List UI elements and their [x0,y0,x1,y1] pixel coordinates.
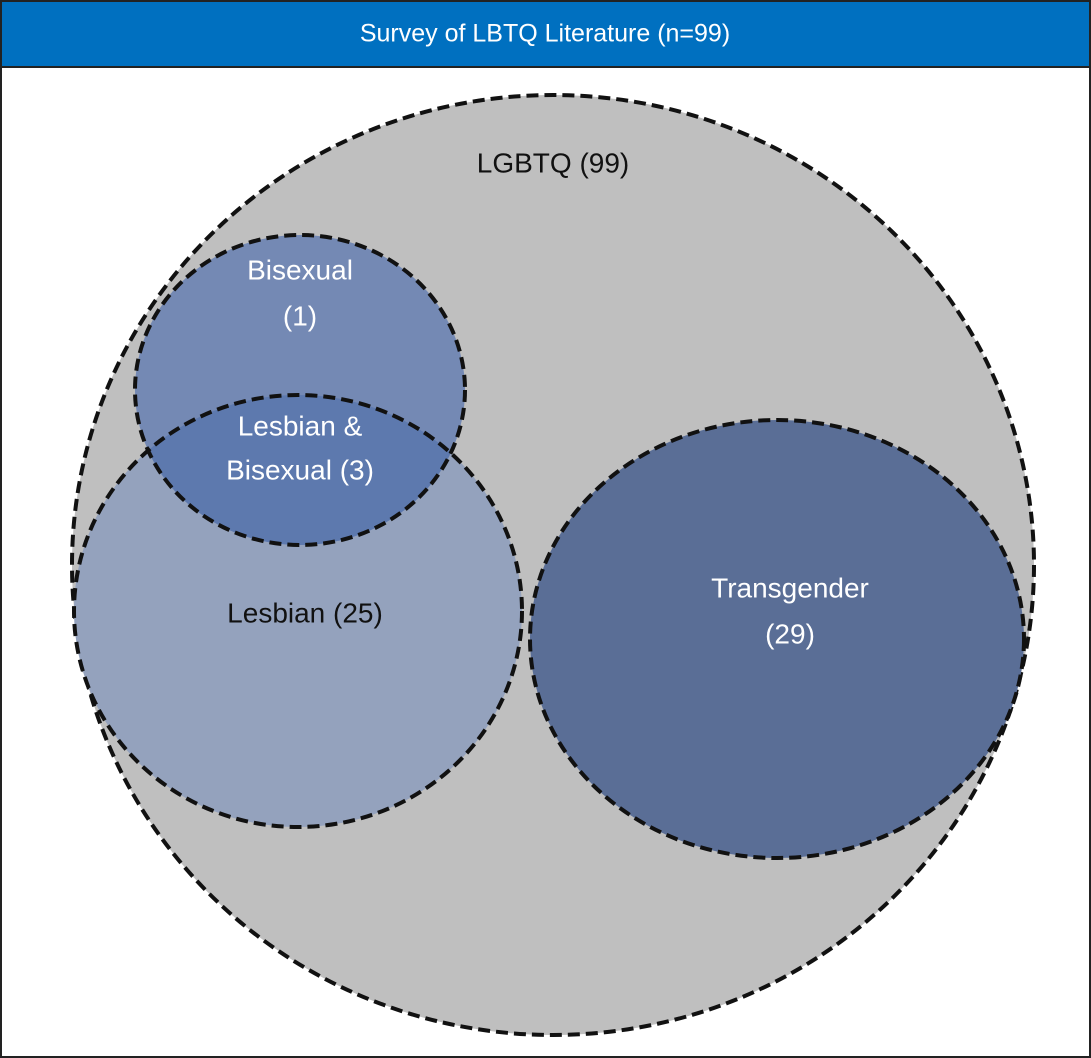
label: Bisexual (3) [226,454,374,485]
title: Survey of LBTQ Literature (n=99) [360,20,730,48]
label: LGBTQ (99) [477,147,629,178]
label: (29) [765,618,815,649]
label: (1) [283,300,317,331]
label: Lesbian & [238,410,363,441]
bisexual-outline [133,233,467,547]
label: Bisexual [247,254,353,285]
lesbian-outline [72,393,524,829]
overlap [135,395,465,545]
label: Transgender [711,572,869,603]
transgender-circle [528,418,1026,860]
label: Lesbian (25) [227,597,383,628]
title-bar [0,0,1091,68]
